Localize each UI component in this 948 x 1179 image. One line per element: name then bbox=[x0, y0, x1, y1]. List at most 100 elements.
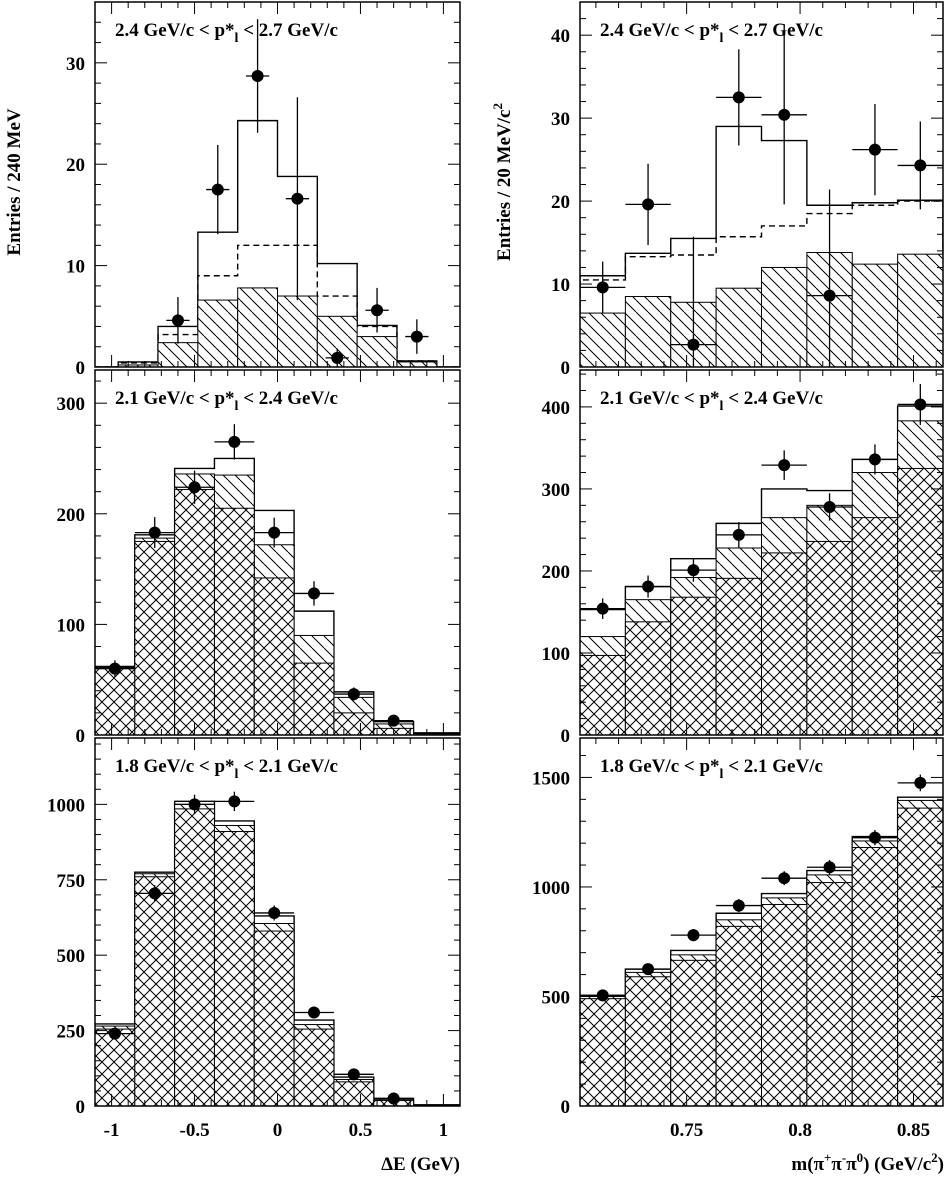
hist-layer-outline-solid bbox=[95, 457, 460, 735]
hist-bar bbox=[277, 295, 318, 367]
x-tick-label: 0.5 bbox=[349, 1120, 373, 1141]
data-point bbox=[254, 905, 295, 921]
data-point bbox=[670, 929, 717, 942]
data-marker bbox=[642, 580, 655, 593]
data-point bbox=[670, 558, 717, 582]
right-x-axis-title-part: m(π bbox=[791, 1154, 824, 1175]
panel-right-bottom: 0 500 1000 1500 0.75 0.8 0.85 1.8 GeV/c < p*l <… bbox=[532, 737, 944, 1141]
hist-bar bbox=[806, 882, 853, 1106]
data-marker bbox=[823, 289, 836, 302]
panel-right-top: 0 10 20 30 40 2.4 GeV/c < p*l < 2.7 GeV/c bbox=[551, 1, 944, 379]
right-y-axis-title-superscript: 2 bbox=[490, 103, 505, 110]
x-tick-label: 0.8 bbox=[788, 1120, 812, 1141]
data-point bbox=[95, 1027, 135, 1040]
data-marker bbox=[914, 159, 927, 172]
y-tick-label: 300 bbox=[57, 394, 86, 415]
data-point bbox=[852, 830, 898, 846]
panel-left-top: 0 10 20 30 2.4 GeV/c < p*l < 2.7 GeV/c bbox=[66, 1, 461, 379]
hist-bar bbox=[761, 903, 808, 1106]
panel-label-part: < 2.7 GeV/c bbox=[723, 20, 822, 41]
panel-label-part: < 2.1 GeV/c bbox=[238, 756, 337, 777]
panel-label-part: < 2.4 GeV/c bbox=[723, 388, 822, 409]
data-point bbox=[325, 348, 349, 367]
y-tick-label: 500 bbox=[57, 946, 86, 967]
data-point bbox=[206, 144, 230, 235]
panel-right-middle: 0 100 200 300 400 2.1 GeV/c < p*l < 2.4 GeV/c bbox=[542, 369, 944, 747]
data-point bbox=[373, 1092, 414, 1105]
y-tick-label: 30 bbox=[66, 54, 85, 75]
data-marker bbox=[108, 1027, 121, 1040]
hist-bar bbox=[213, 831, 255, 1106]
data-marker bbox=[308, 587, 320, 600]
hist-bar bbox=[174, 808, 215, 1106]
hist-layer-hatch-cross bbox=[580, 807, 943, 1106]
hist-outline bbox=[95, 244, 460, 367]
hist-outline bbox=[95, 457, 460, 735]
data-marker bbox=[108, 662, 121, 675]
hist-bar bbox=[580, 654, 626, 735]
hist-layer-outline-dashed bbox=[95, 244, 460, 367]
data-marker bbox=[188, 798, 201, 811]
data-point bbox=[761, 450, 807, 480]
data-point bbox=[852, 104, 898, 196]
panel-label-subscript: l bbox=[235, 31, 239, 46]
data-point bbox=[134, 885, 175, 902]
hist-layer-hatch-single bbox=[580, 252, 943, 367]
plot-area bbox=[95, 19, 460, 367]
data-point bbox=[365, 287, 389, 333]
data-marker bbox=[642, 198, 655, 211]
y-tick-label: 750 bbox=[57, 871, 86, 892]
data-point bbox=[333, 1068, 374, 1081]
data-point bbox=[897, 774, 943, 792]
panel-momentum-label: 1.8 GeV/c < p*l < 2.1 GeV/c bbox=[600, 756, 823, 782]
data-marker bbox=[308, 1006, 320, 1019]
data-marker bbox=[914, 776, 927, 789]
panel-label-part: < 2.7 GeV/c bbox=[238, 20, 337, 41]
data-point bbox=[174, 470, 215, 504]
data-point bbox=[580, 261, 626, 314]
y-tick-label: 20 bbox=[66, 155, 85, 176]
data-marker bbox=[732, 899, 745, 912]
data-marker bbox=[331, 351, 344, 364]
data-marker bbox=[211, 183, 224, 196]
x-tick-label: 1 bbox=[439, 1120, 449, 1141]
panel-frame bbox=[579, 737, 944, 1107]
panel-momentum-label: 2.1 GeV/c < p*l < 2.4 GeV/c bbox=[600, 388, 823, 414]
data-point bbox=[852, 444, 898, 475]
panel-label-part: 2.1 GeV/c < p* bbox=[600, 388, 720, 409]
data-point bbox=[166, 297, 190, 344]
hist-bar bbox=[851, 263, 899, 367]
right-x-axis-title-superscript: 0 bbox=[857, 1150, 864, 1165]
hist-bar bbox=[670, 596, 717, 735]
hist-outline bbox=[580, 200, 943, 367]
hist-bar bbox=[580, 998, 626, 1106]
hist-bar bbox=[897, 807, 943, 1106]
data-point bbox=[716, 522, 762, 548]
y-tick-label: 10 bbox=[66, 257, 85, 278]
hist-bar bbox=[897, 253, 943, 367]
panel-left-bottom: 0 250 500 750 1000 -1 -0.5 0 0.5 1 1.8 GeV/c < p*l… bbox=[47, 737, 461, 1141]
data-point bbox=[174, 794, 215, 815]
data-marker bbox=[596, 281, 609, 294]
hist-bar bbox=[293, 1028, 335, 1106]
panel-label-part: 2.4 GeV/c < p* bbox=[115, 20, 235, 41]
hist-bar bbox=[293, 662, 335, 735]
data-marker bbox=[268, 906, 281, 919]
data-point bbox=[294, 1006, 334, 1019]
y-tick-label: 1000 bbox=[47, 795, 85, 816]
data-marker bbox=[291, 192, 304, 205]
right-x-axis-title-superscript: - bbox=[842, 1150, 846, 1165]
x-tick-label: 0.85 bbox=[897, 1120, 930, 1141]
panel-label-subscript: l bbox=[235, 399, 239, 414]
data-point bbox=[254, 517, 295, 548]
data-point bbox=[245, 19, 270, 133]
y-tick-label: 20 bbox=[551, 192, 570, 213]
panel-label-part: < 2.4 GeV/c bbox=[238, 388, 337, 409]
y-tick-label: 40 bbox=[551, 26, 570, 47]
data-point bbox=[373, 714, 414, 727]
hist-bar bbox=[806, 540, 853, 735]
data-point bbox=[285, 97, 310, 301]
panel-momentum-label: 2.4 GeV/c < p*l < 2.7 GeV/c bbox=[115, 20, 338, 46]
hist-layer-hatch-cross bbox=[95, 808, 460, 1106]
